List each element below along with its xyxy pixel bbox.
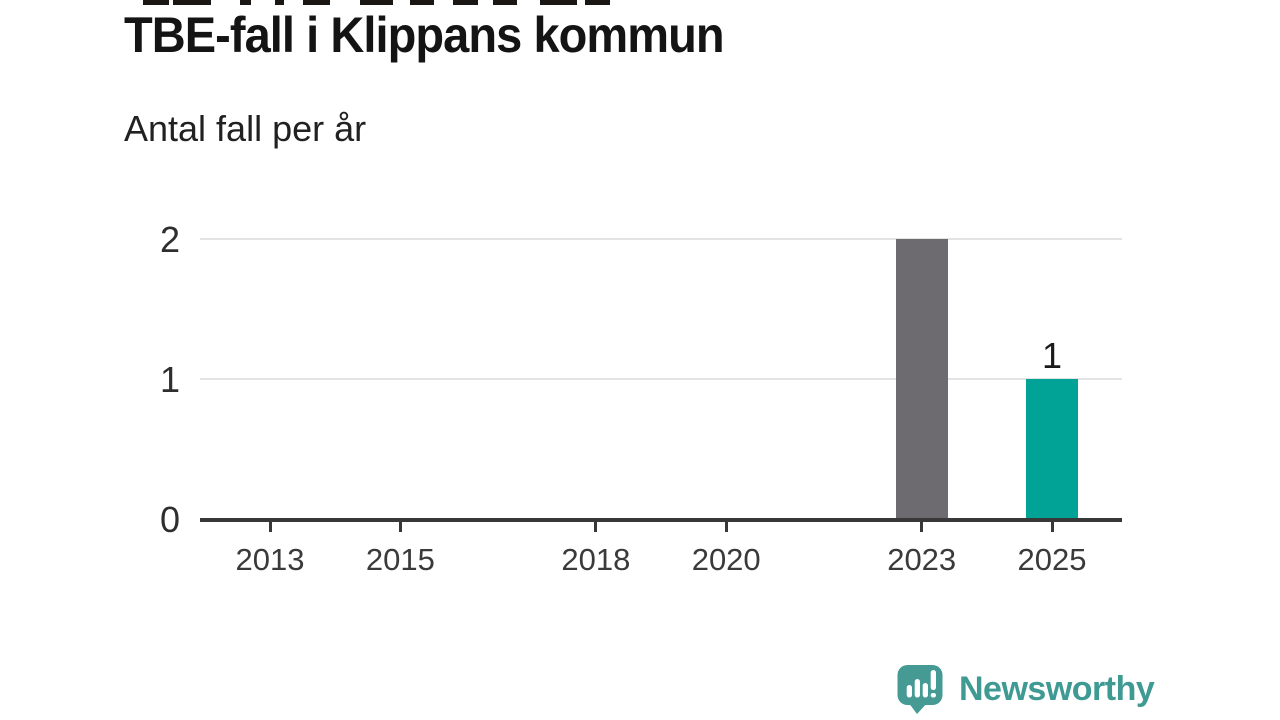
bar-value-label-2025: 1 (1042, 334, 1063, 376)
brand-name: Newsworthy (959, 670, 1155, 708)
cropped-text-fragment (453, 0, 478, 5)
x-axis-tick-2020 (724, 518, 728, 532)
cropped-text-fragment (173, 0, 211, 5)
x-axis-tick-2018 (594, 518, 598, 532)
cropped-text-fragment (493, 0, 517, 5)
cropped-text-fragment (275, 0, 284, 5)
y-axis-tick-label: 0 (159, 499, 180, 540)
x-axis-tick-label: 2025 (1017, 542, 1087, 577)
cropped-text-fragment (143, 0, 169, 5)
cropped-text-artifact (0, 0, 1280, 6)
cropped-text-fragment (540, 0, 577, 5)
x-axis-tick-2023 (920, 518, 924, 532)
gridline-y-2 (200, 238, 1122, 240)
x-axis-tick-label: 2015 (365, 542, 435, 577)
x-axis-tick-2025 (1050, 518, 1054, 532)
bar-2023 (895, 239, 948, 518)
cropped-text-fragment (303, 0, 330, 5)
cropped-text-fragment (410, 0, 434, 5)
x-axis-tick-2015 (398, 518, 402, 532)
x-axis-tick-label: 2013 (235, 542, 305, 577)
cropped-text-fragment (585, 0, 610, 5)
y-axis-tick-label: 2 (159, 219, 180, 260)
chart-title: TBE-fall i Klippans kommun (124, 7, 725, 63)
y-axis-tick-label: 1 (159, 358, 180, 400)
cropped-text-fragment (240, 0, 251, 5)
x-axis-line (200, 518, 1122, 522)
newsworthy-brand: Newsworthy (897, 663, 1155, 715)
x-axis-tick-label: 2020 (691, 542, 761, 577)
cropped-text-fragment (360, 0, 393, 5)
x-axis-tick-label: 2023 (887, 542, 957, 577)
bar-2025 (1026, 378, 1079, 518)
x-axis-tick-2013 (268, 518, 272, 532)
newsworthy-speech-bubble-bar-chart-icon (897, 665, 943, 714)
x-axis-tick-label: 2018 (561, 542, 631, 577)
gridline-y-1 (200, 377, 1122, 380)
chart-subtitle: Antal fall per år (124, 108, 367, 149)
